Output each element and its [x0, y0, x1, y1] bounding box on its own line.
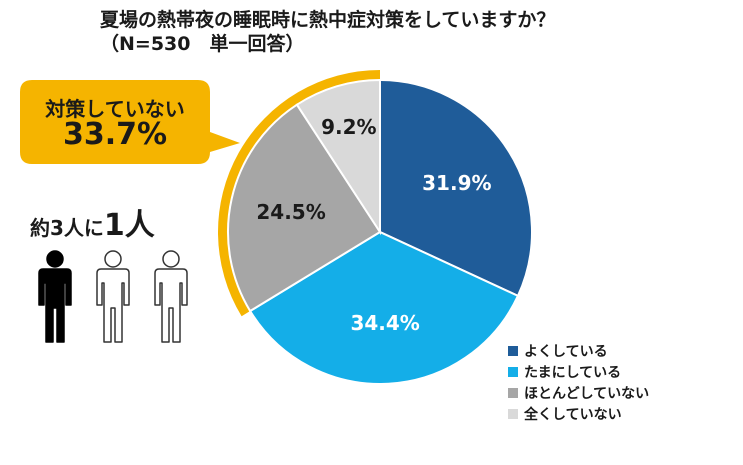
- legend-label: たまにしている: [524, 364, 622, 381]
- slice-label-たまにしている: 34.4%: [350, 311, 419, 335]
- callout-label: 対策していない: [45, 97, 185, 121]
- legend-label: ほとんどしていない: [524, 385, 650, 402]
- callout-bubble: [20, 80, 240, 164]
- chart-title-line: 夏場の熱帯夜の睡眠時に熱中症対策をしていますか？: [100, 9, 556, 31]
- legend-label: 全くしていない: [524, 406, 622, 423]
- chart-title: 夏場の熱帯夜の睡眠時に熱中症対策をしていますか？ （N=530 単一回答）: [100, 8, 660, 56]
- slice-label-よくしている: 31.9%: [422, 171, 491, 195]
- person-icon: [154, 250, 188, 343]
- pie-slice-ほとんどしていない: [227, 103, 382, 313]
- ratio-prefix: 約3人に: [30, 216, 104, 240]
- legend: よくしている たまにしているほとんどしていない 全くしていない: [508, 340, 649, 424]
- callout-value: 33.7%: [62, 117, 168, 152]
- pie-slice-よくしている: [379, 78, 533, 298]
- legend-item: たまにしている: [508, 361, 649, 382]
- legend-swatch: [508, 345, 518, 356]
- legend-label: よくしている: [524, 343, 608, 360]
- legend-swatch: [508, 387, 518, 398]
- chart-subtitle: （N=530 単一回答）: [100, 33, 305, 55]
- slice-label-全くしていない: 9.2%: [321, 115, 376, 139]
- legend-item: ほとんどしていない: [508, 382, 649, 403]
- legend-swatch: [508, 366, 518, 377]
- pie-slice-全くしていない: [295, 78, 381, 236]
- slice-label-ほとんどしていない: 24.5%: [256, 200, 325, 224]
- legend-swatch: [508, 408, 518, 419]
- ratio-label: 約3人に1人: [30, 200, 155, 244]
- legend-item: よくしている: [508, 340, 649, 361]
- legend-item: 全くしていない: [508, 403, 649, 424]
- person-icon-highlighted: [38, 250, 72, 343]
- pie-slice-たまにしている: [248, 230, 520, 385]
- person-icon: [96, 250, 130, 343]
- ratio-emphasis: 1人: [103, 208, 155, 243]
